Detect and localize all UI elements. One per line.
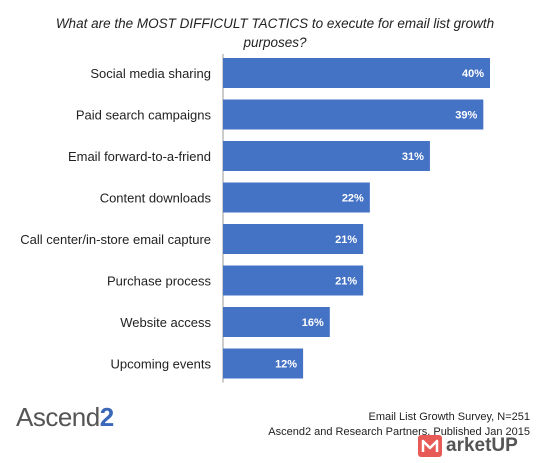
data-label: 31% xyxy=(402,151,424,163)
bar xyxy=(223,58,490,88)
watermark: arketUP xyxy=(418,434,518,458)
data-label: 21% xyxy=(335,234,357,246)
bar xyxy=(223,141,430,171)
watermark-text: arketUP xyxy=(446,435,518,456)
bar xyxy=(223,224,364,254)
logo-suffix: 2 xyxy=(99,402,114,432)
data-label: 12% xyxy=(275,359,297,371)
data-label: 16% xyxy=(302,317,324,329)
bar xyxy=(223,307,330,337)
category-label: Email forward-to-a-friend xyxy=(68,149,211,164)
category-label: Content downloads xyxy=(100,191,212,206)
source-line-2: Ascend2 and Research Partners, Published… xyxy=(268,426,530,438)
bar xyxy=(223,99,484,130)
bar xyxy=(223,348,304,379)
data-label: 40% xyxy=(462,68,484,80)
bar xyxy=(223,182,370,213)
m-logo-icon xyxy=(418,435,442,457)
source-line-1: Email List Growth Survey, N=251 xyxy=(368,411,531,423)
ascend2-logo: Ascend2 xyxy=(16,402,114,433)
category-label: Paid search campaigns xyxy=(76,108,212,123)
bar xyxy=(223,265,364,296)
bar-chart: Social media sharing 40% Paid search campa… xyxy=(20,54,490,383)
logo-text: Ascend xyxy=(16,402,100,432)
chart-title: What are the MOST DIFFICULT TACTICS to e… xyxy=(55,16,495,50)
data-label: 21% xyxy=(335,276,357,288)
category-label: Purchase process xyxy=(107,274,212,289)
category-label: Social media sharing xyxy=(90,66,211,81)
category-label: Upcoming events xyxy=(111,357,212,372)
data-label: 39% xyxy=(455,110,477,122)
data-label: 22% xyxy=(342,193,364,205)
category-label: Call center/in-store email capture xyxy=(20,232,211,247)
source-note: Email List Growth Survey, N=251 Ascend2 … xyxy=(268,410,530,440)
category-label: Website access xyxy=(120,315,211,330)
